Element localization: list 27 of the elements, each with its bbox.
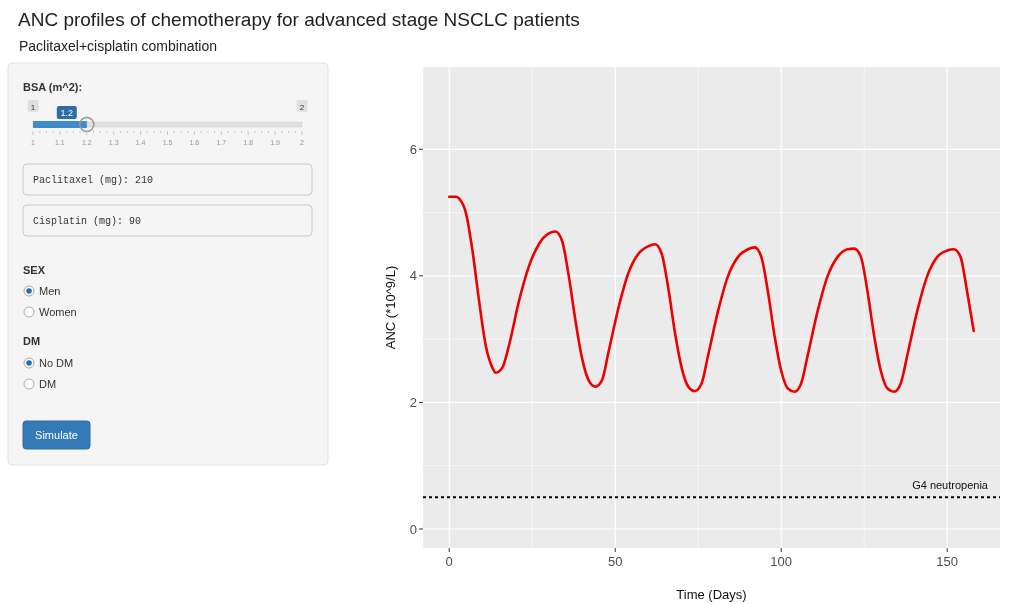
x2-tick-label: 2 <box>299 102 305 112</box>
y-tick-label: 0 <box>409 521 417 537</box>
x2-tick-label: 1 <box>30 102 36 112</box>
text: DM <box>23 335 41 347</box>
text: Paclitaxel+cisplatin combination <box>19 38 218 54</box>
x-tick-label: 50 <box>607 554 623 569</box>
text: Paclitaxel (mg): 210 <box>33 175 154 186</box>
text: DM <box>39 378 57 390</box>
text: ANC profiles of chemotherapy for advanced stage NSCLC patients <box>18 9 580 30</box>
y-tick-label: 2 <box>409 394 417 410</box>
x-tick-label: 0 <box>445 554 453 569</box>
y-tick-label: 4 <box>409 268 417 284</box>
text: No DM <box>39 357 74 369</box>
chart-title: BSA (m^2): <box>23 81 83 93</box>
y-tick-label: 6 <box>409 141 417 157</box>
x-tick-label: 100 <box>770 554 793 569</box>
x-tick-label: 150 <box>936 554 959 569</box>
y-axis-title: ANC (*10^9/L) <box>383 265 398 350</box>
text: SEX <box>23 264 46 276</box>
x-axis-title: Time (Days) <box>676 587 747 602</box>
text: Simulate <box>35 429 78 441</box>
text: Men <box>39 285 61 297</box>
data-label: 1.2 <box>60 108 74 118</box>
ref-line-label: G4 neutropenia <box>912 479 989 492</box>
line-series <box>447 195 976 393</box>
text: Women <box>39 306 77 318</box>
text: Cisplatin (mg): 90 <box>33 216 142 227</box>
